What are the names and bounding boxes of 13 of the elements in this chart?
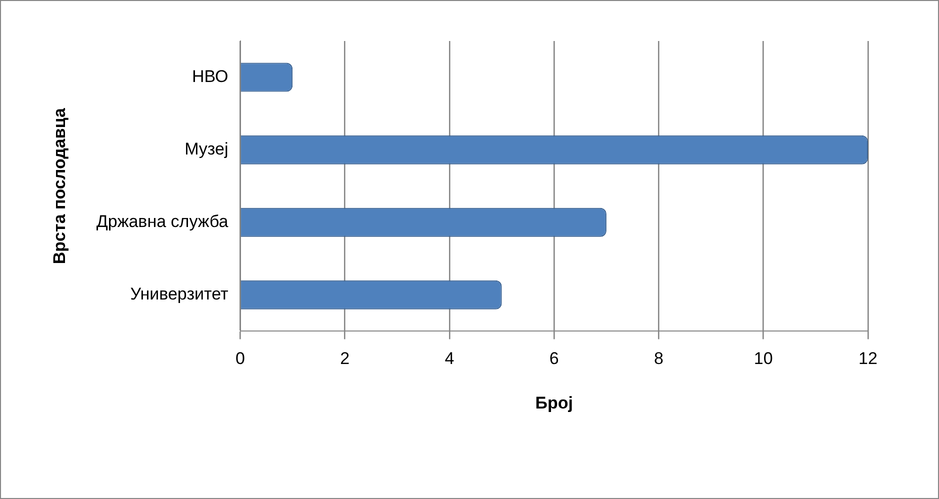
x-tick-label: 0 [236, 349, 245, 368]
y-tick-label: НВО [192, 66, 228, 86]
y-tick-label: Државна служба [96, 212, 229, 232]
x-tick-label: 4 [444, 349, 454, 368]
x-tick-label: 10 [754, 349, 773, 368]
x-tick-label: 2 [340, 349, 350, 368]
y-axis-title: Врста послодавца [50, 108, 69, 264]
x-tick-label: 12 [858, 349, 878, 368]
x-axis-title: Број [535, 393, 573, 412]
x-tick-label: 6 [549, 349, 559, 368]
y-tick-label: Музеј [184, 140, 228, 159]
y-tick-label: Универзитет [130, 284, 228, 304]
x-tick-label: 8 [654, 349, 664, 368]
